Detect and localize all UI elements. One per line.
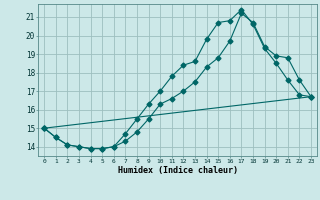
X-axis label: Humidex (Indice chaleur): Humidex (Indice chaleur) <box>118 166 238 175</box>
